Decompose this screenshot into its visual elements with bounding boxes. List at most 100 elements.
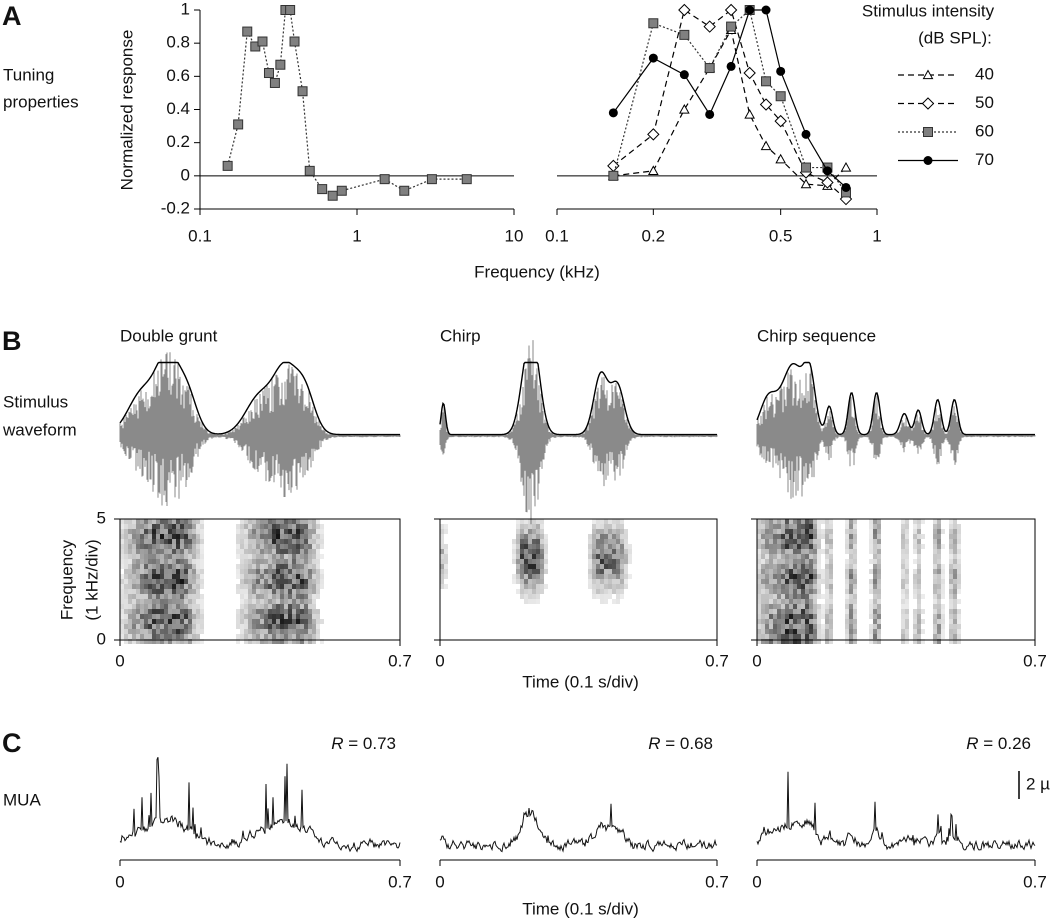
spectrogram-cell bbox=[757, 584, 761, 589]
spectrogram-cell bbox=[813, 529, 817, 534]
spectrogram-cell bbox=[164, 554, 168, 559]
spectrogram-cell bbox=[256, 544, 260, 549]
x-tick-label: 0 bbox=[752, 872, 761, 891]
spectrogram-cell bbox=[292, 564, 296, 569]
spectrogram-cell bbox=[592, 529, 596, 534]
spectrogram-cell bbox=[144, 629, 148, 634]
spectrogram-cell bbox=[296, 519, 300, 524]
spectrogram-cell bbox=[528, 519, 532, 524]
spectrogram-cell bbox=[188, 539, 192, 544]
spectrogram-cell bbox=[288, 549, 292, 554]
spectrogram-cell bbox=[140, 589, 144, 594]
spectrogram-cell bbox=[180, 554, 184, 559]
spectrogram-cell bbox=[288, 594, 292, 599]
spectrogram-cell bbox=[905, 534, 909, 539]
spectrogram-cell bbox=[236, 589, 240, 594]
spectrogram-cell bbox=[276, 639, 280, 644]
spectrogram-cell bbox=[196, 564, 200, 569]
spectrogram-cell bbox=[288, 519, 292, 524]
spectrogram-cell bbox=[809, 599, 813, 604]
y-tick-label: 0 bbox=[181, 165, 190, 184]
spectrogram-cell bbox=[809, 584, 813, 589]
spectrogram-cell bbox=[180, 609, 184, 614]
spectrogram-cell bbox=[244, 519, 248, 524]
spectrogram-cell bbox=[248, 609, 252, 614]
spectrogram-cell bbox=[136, 554, 140, 559]
spectrogram-cell bbox=[256, 624, 260, 629]
spectrogram-cell bbox=[176, 559, 180, 564]
spectrogram-cell bbox=[124, 584, 128, 589]
spectrogram-cell bbox=[953, 539, 957, 544]
x-tick-label: 10 bbox=[505, 226, 524, 245]
spectrogram-cell bbox=[797, 639, 801, 644]
spectrogram-cell bbox=[160, 584, 164, 589]
spectrogram-cell bbox=[789, 539, 793, 544]
spectrogram-cell bbox=[913, 534, 917, 539]
spectrogram-cell bbox=[777, 529, 781, 534]
spectrogram-cell bbox=[236, 574, 240, 579]
spectrogram-cell bbox=[248, 604, 252, 609]
spectrogram-cell bbox=[765, 539, 769, 544]
spectrogram-cell bbox=[272, 554, 276, 559]
spectrogram-cell bbox=[849, 634, 853, 639]
spectrogram-cell bbox=[949, 604, 953, 609]
spectrogram-cell bbox=[777, 534, 781, 539]
panel-label: C bbox=[2, 728, 22, 758]
spectrogram-cell bbox=[256, 539, 260, 544]
spectrogram-cell bbox=[176, 574, 180, 579]
spectrogram-cell bbox=[797, 554, 801, 559]
spectrogram-cell bbox=[536, 554, 540, 559]
spectrogram-cell bbox=[600, 564, 604, 569]
spectrogram-cell bbox=[124, 604, 128, 609]
spectrogram-cell bbox=[184, 589, 188, 594]
spectrogram-cell bbox=[128, 579, 132, 584]
spectrogram-cell bbox=[168, 579, 172, 584]
spectrogram-cell bbox=[789, 624, 793, 629]
spectrogram-cell bbox=[809, 544, 813, 549]
spectrogram-cell bbox=[192, 554, 196, 559]
spectrogram-cell bbox=[781, 604, 785, 609]
spectrogram-cell bbox=[308, 609, 312, 614]
spectrogram-cell bbox=[276, 574, 280, 579]
spectrogram-cell bbox=[236, 634, 240, 639]
spectrogram-cell bbox=[825, 559, 829, 564]
spectrogram-cell bbox=[172, 529, 176, 534]
spectrogram-cell bbox=[877, 544, 881, 549]
spectrogram-cell bbox=[308, 614, 312, 619]
spectrogram-cell bbox=[801, 539, 805, 544]
spectrogram-cell bbox=[785, 619, 789, 624]
annotation: R = 0.26 bbox=[966, 734, 1031, 753]
spectrogram-cell bbox=[252, 564, 256, 569]
spectrogram-cell bbox=[777, 539, 781, 544]
spectrogram-cell bbox=[825, 589, 829, 594]
spectrogram-cell bbox=[845, 564, 849, 569]
legend-title: (dB SPL): bbox=[918, 28, 992, 47]
spectrogram-cell bbox=[769, 599, 773, 604]
spectrogram-cell bbox=[532, 584, 536, 589]
spectrogram-cell bbox=[152, 619, 156, 624]
spectrogram-cell bbox=[184, 569, 188, 574]
spectrogram-cell bbox=[160, 589, 164, 594]
spectrogram-cell bbox=[520, 549, 524, 554]
spectrogram-cell bbox=[612, 549, 616, 554]
spectrogram-cell bbox=[308, 599, 312, 604]
spectrogram-cell bbox=[268, 564, 272, 569]
spectrogram-cell bbox=[789, 559, 793, 564]
spectrogram-cell bbox=[160, 609, 164, 614]
spectrogram-cell bbox=[949, 579, 953, 584]
spectrogram-cell bbox=[300, 534, 304, 539]
spectrogram-cell bbox=[180, 569, 184, 574]
spectrogram-cell bbox=[120, 604, 124, 609]
spectrogram-cell bbox=[949, 629, 953, 634]
spectrogram-cell bbox=[256, 564, 260, 569]
spectrogram-cell bbox=[264, 619, 268, 624]
spectrogram-cell bbox=[196, 599, 200, 604]
spectrogram-cell bbox=[761, 584, 765, 589]
marker bbox=[822, 166, 832, 176]
spectrogram-cell bbox=[176, 579, 180, 584]
spectrogram-cell bbox=[164, 584, 168, 589]
spectrogram-cell bbox=[252, 629, 256, 634]
spectrogram-cell bbox=[160, 579, 164, 584]
spectrogram-cell bbox=[188, 549, 192, 554]
spectrogram-cell bbox=[172, 614, 176, 619]
